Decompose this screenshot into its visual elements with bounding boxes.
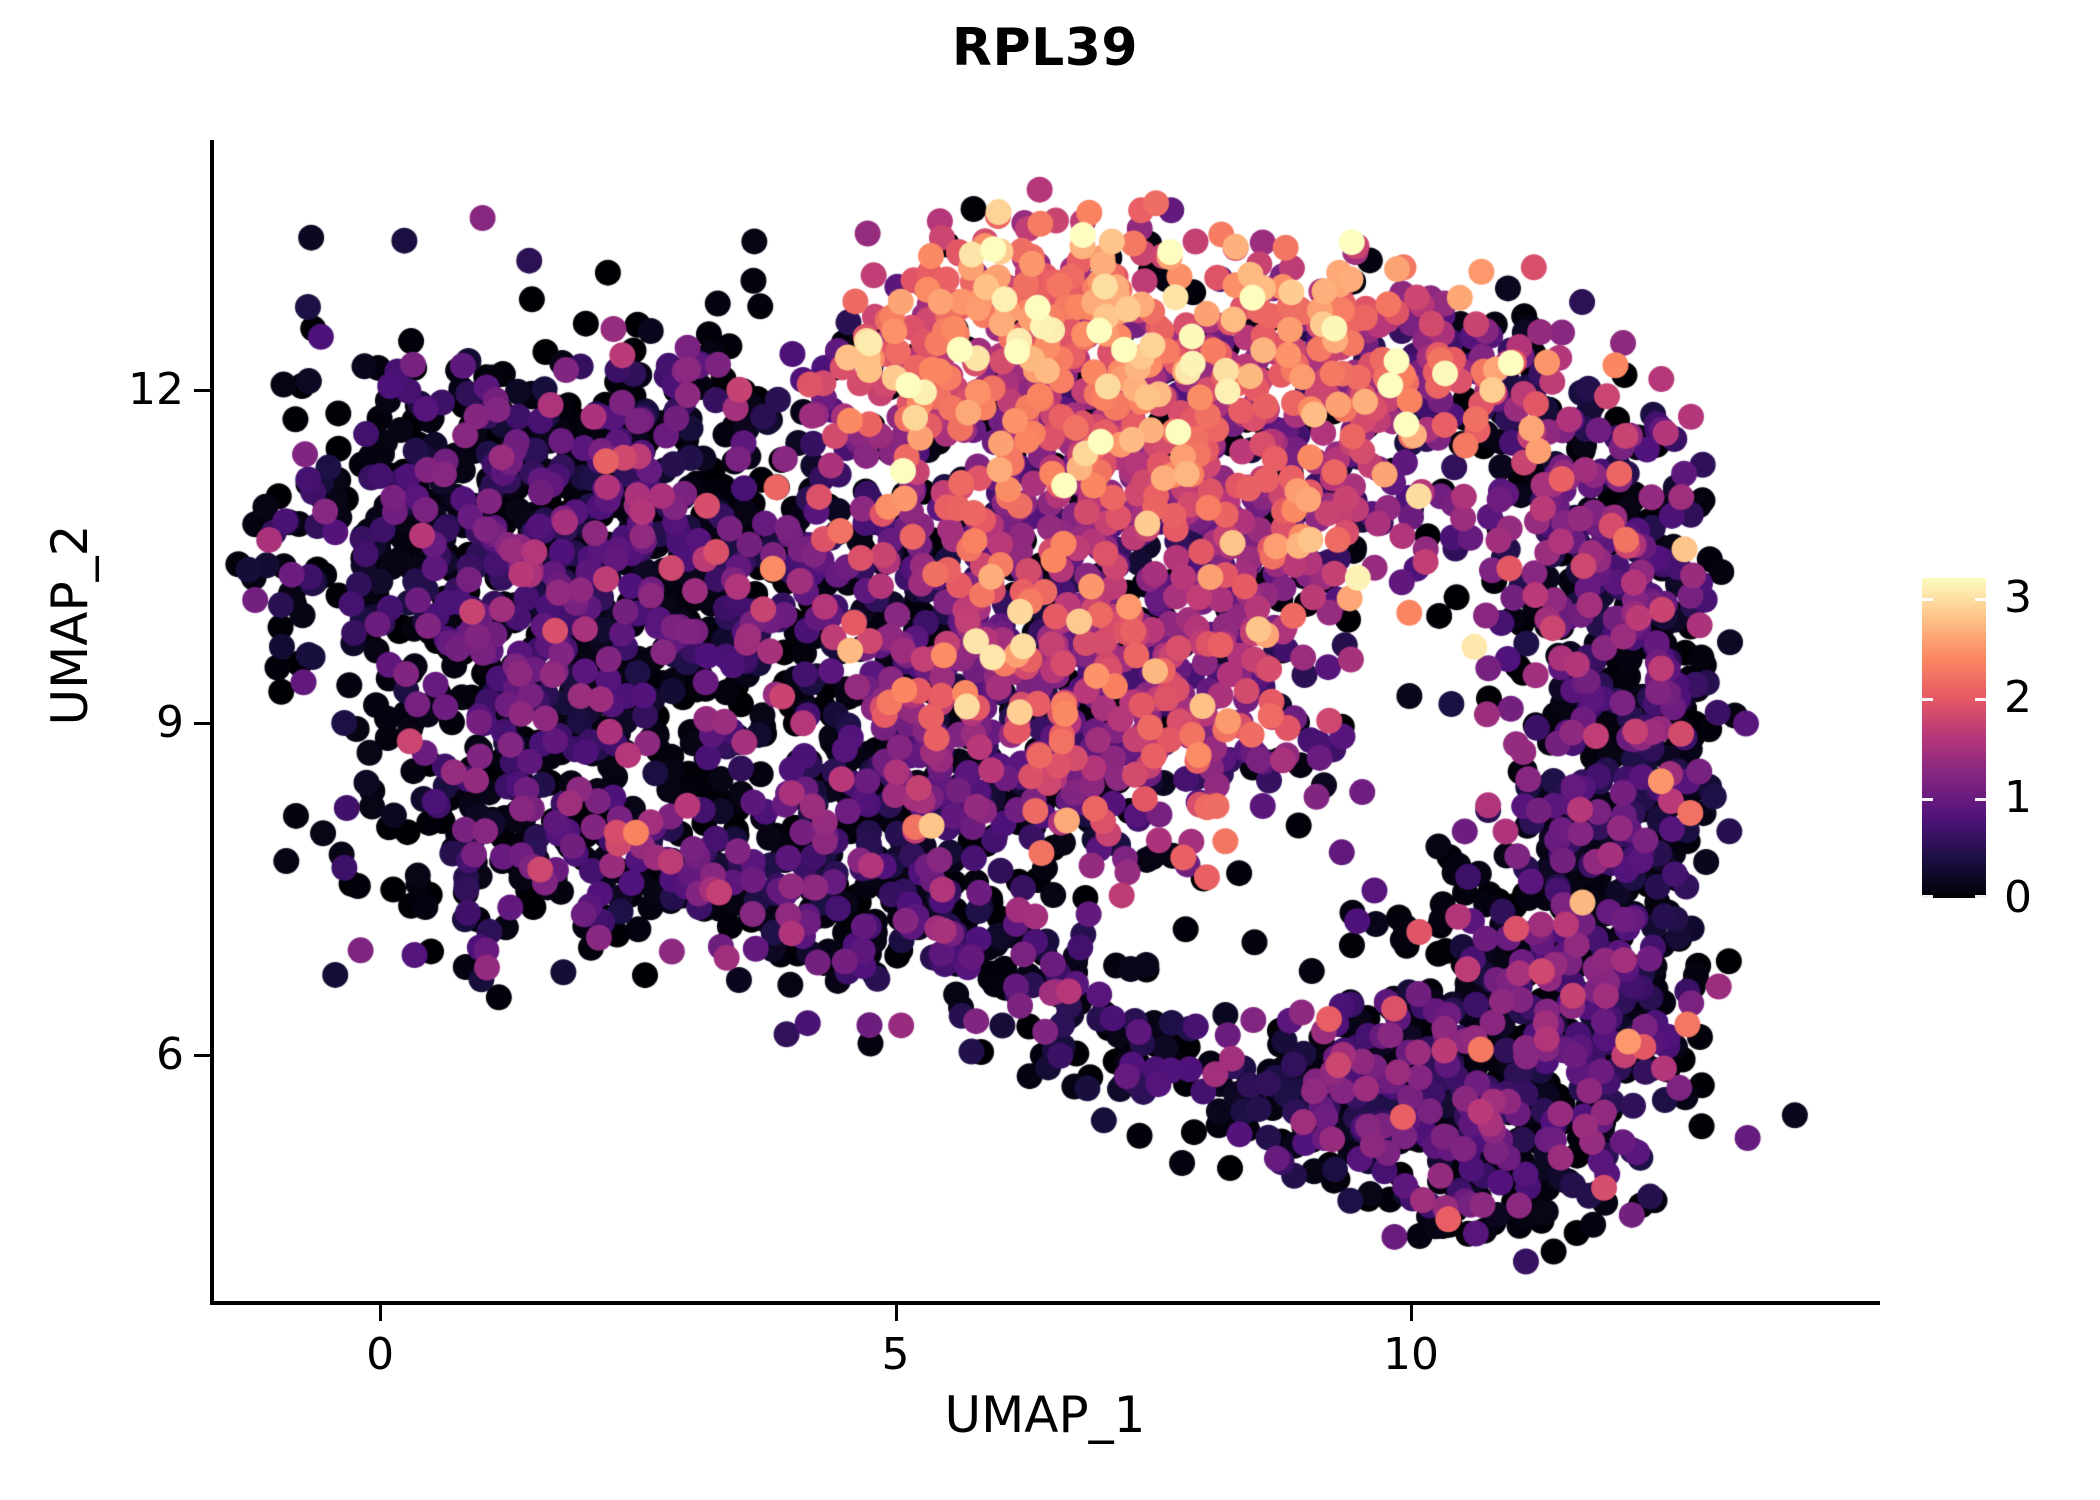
- x-tick-mark: [1409, 1305, 1413, 1321]
- x-tick-mark: [379, 1305, 383, 1321]
- colorbar-tick-mark: [1922, 895, 1933, 898]
- plot-axes: 12 9 6 0 5 10: [128, 140, 1880, 1377]
- y-axis-label: UMAP_2: [41, 524, 99, 726]
- colorbar-tick-label: 2: [2004, 672, 2032, 723]
- scatter-canvas: [210, 140, 1880, 1305]
- x-tick-label: 10: [1382, 1329, 1439, 1380]
- colorbar-tick-mark: [1975, 698, 1986, 701]
- scatter-points-layer: [210, 140, 1880, 1305]
- x-tick-label: 5: [881, 1329, 910, 1380]
- colorbar-tick-mark: [1922, 598, 1933, 601]
- colorbar-tick-label: 0: [2004, 872, 2032, 923]
- y-tick-label: 9: [156, 696, 184, 748]
- colorbar-tick-mark: [1922, 798, 1933, 801]
- y-tick-mark: [194, 388, 210, 392]
- y-tick-mark: [194, 1054, 210, 1058]
- colorbar-tick-mark: [1975, 598, 1986, 601]
- colorbar-tick-label: 3: [2004, 572, 2032, 623]
- colorbar-tick-mark: [1975, 798, 1986, 801]
- x-tick-mark: [894, 1305, 898, 1321]
- x-axis-label: UMAP_1: [944, 1386, 1146, 1444]
- colorbar-tick-mark: [1922, 698, 1933, 701]
- y-tick-label: 6: [156, 1029, 184, 1081]
- y-tick-label: 12: [128, 363, 184, 415]
- colorbar-gradient-icon: [1922, 578, 1986, 898]
- colorbar-tick-label: 1: [2004, 772, 2032, 823]
- page-title: RPL39: [951, 18, 1139, 78]
- y-tick-mark: [194, 721, 210, 725]
- x-tick-label: 0: [366, 1329, 395, 1380]
- colorbar-tick-mark: [1975, 895, 1986, 898]
